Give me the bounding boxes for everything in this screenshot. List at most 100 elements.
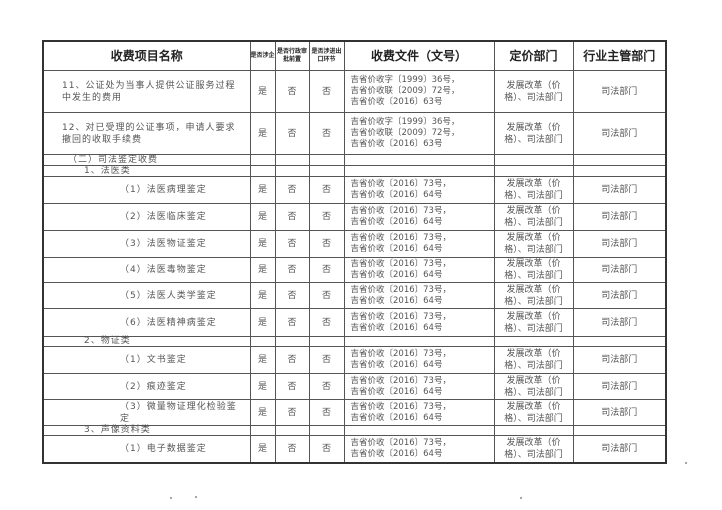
section-title: 1、法医类 [42, 165, 251, 177]
document-cell: 吉省价收〔2016〕73号， 吉省价收〔2016〕64号 [343, 203, 495, 231]
admin-approval-cell: 否 [274, 373, 310, 400]
supervising-dept-cell: 司法部门 [572, 70, 667, 113]
empty-cell [274, 336, 310, 347]
item-name: （4）法医毒物鉴定 [42, 257, 251, 283]
table-row: （6）法医精神病鉴定是否否吉省价收〔2016〕73号， 吉省价收〔2016〕64号… [42, 308, 667, 337]
document-cell: 吉省价收〔2016〕73号， 吉省价收〔2016〕64号 [343, 308, 495, 337]
admin-approval-cell: 否 [274, 230, 310, 258]
document-line: 吉省价收联〔2009〕72号， [350, 128, 460, 138]
item-name: （6）法医精神病鉴定 [42, 308, 251, 337]
involves-enterprise-cell: 是 [249, 176, 276, 204]
header-name: 收费项目名称 [42, 40, 251, 71]
table-row: （1）文书鉴定是否否吉省价收〔2016〕73号， 吉省价收〔2016〕64号 发展改… [42, 346, 667, 374]
document-cell: 吉省价收〔2016〕73号， 吉省价收〔2016〕64号 [343, 435, 495, 463]
document-cell: 吉省价收〔2016〕73号， 吉省价收〔2016〕64号 [343, 282, 495, 309]
supervising-dept-cell: 司法部门 [572, 176, 667, 204]
empty-cell [493, 165, 574, 177]
pricing-dept-cell: 发展改革（价格）、司法部门 [493, 346, 574, 374]
admin-approval-cell: 否 [274, 435, 310, 463]
supervising-dept-cell: 司法部门 [572, 203, 667, 231]
pricing-dept-cell: 发展改革（价格）、司法部门 [493, 435, 574, 463]
pricing-dept-cell: 发展改革（价格）、司法部门 [493, 308, 574, 337]
pricing-dept-cell: 发展改革（价格）、司法部门 [493, 230, 574, 258]
document-line: 吉省价收〔2016〕64号 [350, 412, 443, 423]
import-export-cell: 否 [308, 346, 345, 374]
document-line: 吉省价收〔2016〕73号， [350, 437, 451, 448]
involves-enterprise-cell: 是 [249, 230, 276, 258]
table-row: （2）法医临床鉴定是否否吉省价收〔2016〕73号， 吉省价收〔2016〕64号发… [42, 203, 667, 231]
document-cell: 吉省价收字〔1999〕36号， 吉省价收联〔2009〕72号， 吉省价收〔2016〕… [343, 112, 495, 155]
pricing-dept-cell: 发展改革（价格）、司法部门 [493, 399, 574, 426]
table-row: 12、对已受理的公证事项，申请人要求撤回的收取手续费是否否吉省价收字〔1999〕… [42, 112, 667, 155]
document-line: 吉省价收〔2016〕64号 [350, 360, 443, 370]
empty-cell [493, 425, 574, 436]
empty-cell [343, 154, 495, 166]
pricing-dept-cell: 发展改革（价格）、司法部门 [493, 373, 574, 400]
item-name: 12、对已受理的公证事项，申请人要求撤回的收取手续费 [42, 112, 251, 155]
empty-cell [308, 336, 345, 347]
document-cell: 吉省价收〔2016〕73号， 吉省价收〔2016〕64号 [343, 176, 495, 204]
admin-approval-cell: 否 [274, 346, 310, 374]
table-row: （4）法医毒物鉴定是否否吉省价收〔2016〕73号， 吉省价收〔2016〕64号发… [42, 257, 667, 283]
supervising-dept-cell: 司法部门 [572, 308, 667, 337]
document-line: 吉省价收〔2016〕73号， [350, 259, 451, 269]
pricing-dept-cell: 发展改革（价格）、司法部门 [493, 112, 574, 155]
import-export-cell: 否 [308, 203, 345, 231]
item-name: （1）文书鉴定 [42, 346, 251, 374]
document-line: 吉省价收〔2016〕73号， [350, 233, 451, 243]
involves-enterprise-cell: 是 [249, 399, 276, 426]
scan-speck [520, 497, 522, 499]
supervising-dept-cell: 司法部门 [572, 257, 667, 283]
section-row: （二）司法鉴定收费 [42, 154, 667, 166]
supervising-dept-cell: 司法部门 [572, 399, 667, 426]
empty-cell [343, 336, 495, 347]
item-name: （1）电子数据鉴定 [42, 435, 251, 463]
supervising-dept-cell: 司法部门 [572, 373, 667, 400]
document-line: 吉省价收〔2016〕64号 [350, 322, 443, 333]
section-title: 3、声像资料类 [42, 425, 251, 436]
import-export-cell: 否 [308, 282, 345, 309]
involves-enterprise-cell: 是 [249, 373, 276, 400]
pricing-dept-cell: 发展改革（价格）、司法部门 [493, 203, 574, 231]
document-line: 吉省价收字〔1999〕36号， [350, 75, 460, 85]
table-row: （3）法医物证鉴定是否否吉省价收〔2016〕73号， 吉省价收〔2016〕64号发… [42, 230, 667, 258]
item-name: （2）法医临床鉴定 [42, 203, 251, 231]
document-cell: 吉省价收〔2016〕73号， 吉省价收〔2016〕64号 [343, 257, 495, 283]
table-row: 11、公证处为当事人提供公证服务过程中发生的费用是否否吉省价收字〔1999〕36… [42, 70, 667, 113]
document-line: 吉省价收〔2016〕73号， [350, 349, 451, 359]
empty-cell [249, 165, 276, 177]
import-export-cell: 否 [308, 70, 345, 113]
header-row: 收费项目名称 是否涉企 是否行政审批前置 是否涉进出口环节 收费文件（文号） 定… [42, 40, 667, 71]
table-row: （3）微量物证理化检验鉴定是否否吉省价收〔2016〕73号， 吉省价收〔2016〕… [42, 399, 667, 426]
admin-approval-cell: 否 [274, 399, 310, 426]
header-document: 收费文件（文号） [343, 40, 495, 71]
item-name: 11、公证处为当事人提供公证服务过程中发生的费用 [42, 70, 251, 113]
document-cell: 吉省价收〔2016〕73号， 吉省价收〔2016〕64号 [343, 346, 495, 374]
document-line: 吉省价收〔2016〕63号 [350, 97, 443, 107]
scan-speck [685, 462, 687, 464]
empty-cell [572, 154, 667, 166]
item-name: （2）痕迹鉴定 [42, 373, 251, 400]
empty-cell [249, 336, 276, 347]
document-line: 吉省价收〔2016〕73号， [350, 179, 451, 189]
pricing-dept-cell: 发展改革（价格）、司法部门 [493, 257, 574, 283]
empty-cell [308, 154, 345, 166]
document-line: 吉省价收〔2016〕64号 [350, 386, 443, 397]
supervising-dept-cell: 司法部门 [572, 282, 667, 309]
import-export-cell: 否 [308, 112, 345, 155]
involves-enterprise-cell: 是 [249, 257, 276, 283]
involves-enterprise-cell: 是 [249, 203, 276, 231]
pricing-dept-cell: 发展改革（价格）、司法部门 [493, 176, 574, 204]
document-cell: 吉省价收〔2016〕73号， 吉省价收〔2016〕64号 [343, 373, 495, 400]
empty-cell [308, 165, 345, 177]
pricing-dept-cell: 发展改革（价格）、司法部门 [493, 282, 574, 309]
admin-approval-cell: 否 [274, 257, 310, 283]
involves-enterprise-cell: 是 [249, 112, 276, 155]
empty-cell [572, 336, 667, 347]
supervising-dept-cell: 司法部门 [572, 435, 667, 463]
document-line: 吉省价收〔2016〕64号 [350, 190, 443, 200]
pricing-dept-cell: 发展改革（价格）、司法部门 [493, 70, 574, 113]
section-row: 1、法医类 [42, 165, 667, 177]
header-supervising-dept: 行业主管部门 [572, 40, 667, 71]
involves-enterprise-cell: 是 [249, 308, 276, 337]
